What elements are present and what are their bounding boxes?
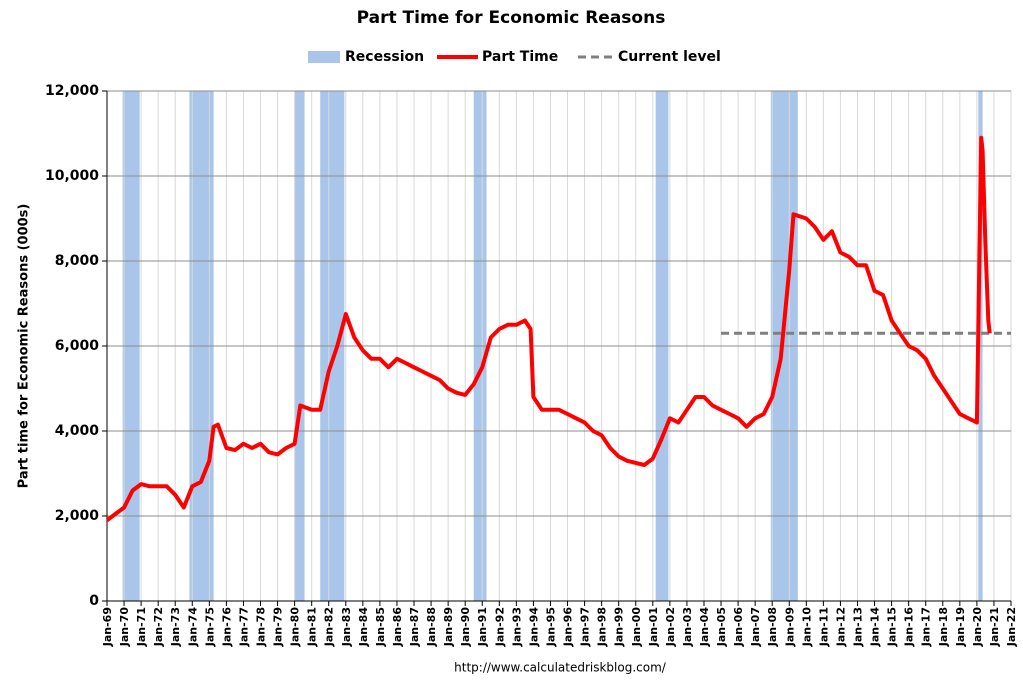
y-tick-label: 6,000 [55,338,100,354]
x-tick-label: Jan-83 [340,607,353,647]
x-tick-label: Jan-92 [493,607,506,647]
x-tick-label: Jan-13 [851,607,864,647]
x-tick-label: Jan-12 [834,607,847,647]
chart-title: Part Time for Economic Reasons [357,8,666,28]
x-tick-label: Jan-04 [698,607,711,648]
x-tick-label: Jan-15 [886,607,899,647]
y-tick-label: 0 [89,593,99,609]
x-tick-label: Jan-71 [135,607,148,647]
series-line [105,135,992,522]
y-tick-label: 10,000 [45,168,99,184]
legend-label: Recession [345,49,424,65]
x-tick-label: Jan-86 [391,607,404,648]
x-tick-label: Jan-84 [357,607,370,648]
legend-swatch [308,51,340,63]
x-tick-label: Jan-96 [562,607,575,648]
x-tick-label: Jan-90 [459,607,472,648]
x-tick-label: Jan-07 [749,607,762,647]
source: http://www.calculatedriskblog.com/ [454,661,667,675]
x-tick-label: Jan-80 [289,607,302,648]
x-tick-label: Jan-69 [101,607,114,647]
x-tick-label: Jan-05 [715,607,728,647]
x-tick-label: Jan-21 [988,607,1001,647]
x-tick-label: Jan-78 [255,607,268,647]
x-tick-label: Jan-85 [374,607,387,647]
y-tick-label: 2,000 [55,508,100,524]
x-tick-label: Jan-88 [425,607,438,647]
x-tick-label: Jan-06 [732,607,745,648]
y-tick-label: 8,000 [55,253,100,269]
x-tick-label: Jan-73 [169,607,182,647]
x-tick-label: Jan-72 [152,607,165,647]
x-tick-label: Jan-91 [476,607,489,647]
legend-label: Part Time [482,49,558,65]
x-tick-label: Jan-08 [766,607,779,647]
x-tick-label: Jan-99 [613,607,626,647]
x-tick-label: Jan-18 [937,607,950,647]
x-tick-label: Jan-87 [408,607,421,647]
x-tick-label: Jan-81 [306,607,319,647]
x-tick-label: Jan-95 [544,607,557,647]
x-tick-label: Jan-93 [510,607,523,647]
x-tick-label: Jan-22 [1005,607,1018,647]
x-tick-label: Jan-02 [664,607,677,647]
x-tick-label: Jan-01 [647,607,660,647]
legend-label: Current level [618,49,721,65]
x-tick-label: Jan-00 [630,607,643,648]
x-tick-label: Jan-76 [220,607,233,648]
x-tick-label: Jan-98 [596,607,609,647]
x-tick-label: Jan-03 [681,607,694,647]
x-tick-label: Jan-70 [118,607,131,648]
y-tick-label: 4,000 [55,423,100,439]
x-tick-label: Jan-16 [903,607,916,648]
x-tick-label: Jan-17 [920,607,933,647]
x-tick-label: Jan-94 [527,607,540,648]
x-tick-label: Jan-11 [817,607,830,647]
x-tick-label: Jan-82 [323,607,336,647]
x-tick-label: Jan-79 [272,607,285,647]
x-tick-label: Jan-20 [971,607,984,648]
x-tick-label: Jan-10 [800,607,813,648]
y-tick-label: 12,000 [45,83,99,99]
y-axis-label: Part time for Economic Reasons (000s) [17,204,32,489]
x-tick-label: Jan-14 [869,607,882,648]
x-tick-label: Jan-75 [203,607,216,647]
x-tick-label: Jan-09 [783,607,796,647]
x-tick-label: Jan-19 [954,607,967,647]
x-tick-label: Jan-97 [579,607,592,647]
x-tick-label: Jan-74 [186,607,199,648]
x-tick-label: Jan-89 [442,607,455,647]
x-tick-label: Jan-77 [237,607,250,647]
